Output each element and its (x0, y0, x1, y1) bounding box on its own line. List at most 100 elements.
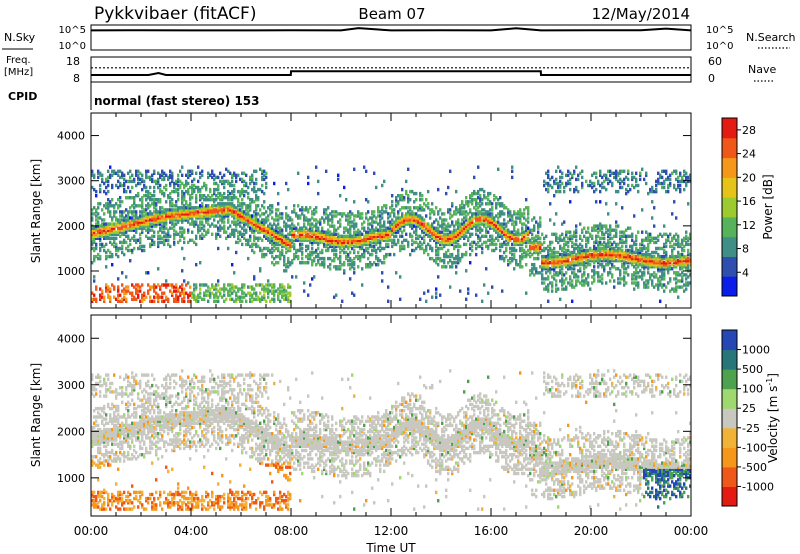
power-cell (93, 256, 96, 261)
power-cell (151, 194, 154, 198)
power-cell (105, 250, 108, 255)
power-cell (585, 179, 588, 184)
power-cell (387, 242, 390, 247)
power-cell (179, 185, 182, 190)
power-cell (177, 212, 180, 216)
power-cell (113, 285, 116, 289)
power-cell (195, 283, 198, 287)
power-cell (175, 200, 178, 204)
power-cell (159, 216, 162, 220)
power-cell (307, 181, 310, 186)
power-cell (481, 299, 484, 303)
power-cell (161, 226, 164, 230)
power-cell (157, 179, 160, 184)
power-cell (133, 210, 136, 214)
power-cell (93, 248, 96, 253)
power-cell (565, 271, 568, 275)
power-cell (281, 228, 284, 232)
power-cell (239, 238, 242, 242)
power-cell (437, 275, 440, 279)
power-cell (577, 189, 580, 194)
power-cell (159, 208, 162, 212)
power-cell (129, 169, 132, 173)
nave-tick-high: 60 (708, 55, 722, 68)
power-cell (171, 216, 174, 220)
power-cell (595, 187, 598, 192)
power-cell (163, 194, 166, 198)
power-cell (217, 279, 220, 283)
power-cell (575, 224, 578, 228)
power-cell (307, 261, 310, 265)
power-cell (107, 236, 110, 240)
power-cell (277, 191, 280, 196)
power-cell (515, 259, 518, 263)
power-cell (513, 252, 516, 257)
power-cell (183, 256, 186, 261)
power-cell (149, 177, 152, 182)
power-cell (173, 297, 176, 301)
power-cell (353, 267, 356, 271)
date-title: 12/May/2014 (592, 5, 690, 23)
power-cell (155, 224, 158, 228)
power-cell (141, 226, 144, 230)
power-cell (163, 171, 166, 175)
power-cell (259, 208, 262, 212)
power-cell (423, 208, 426, 212)
power-cell (357, 265, 360, 269)
power-cell (105, 185, 108, 190)
power-cell (277, 246, 280, 251)
power-cell (137, 285, 140, 289)
power-cell (111, 185, 114, 190)
power-cell (569, 187, 572, 192)
power-cell (571, 299, 574, 303)
power-cell (143, 297, 146, 301)
power-cell (175, 230, 178, 234)
power-cell (171, 202, 174, 206)
power-cell (155, 198, 158, 202)
power-cell (517, 228, 520, 232)
power-cell (165, 212, 168, 216)
power-cell (357, 250, 360, 255)
power-cell (135, 169, 138, 173)
power-cell (135, 204, 138, 208)
nsearch-label: N.Search (746, 31, 796, 44)
power-cell (131, 236, 134, 240)
power-cell (297, 171, 300, 175)
power-cell (195, 194, 198, 198)
power-cell (201, 169, 204, 173)
power-cell (155, 291, 158, 295)
power-cell (431, 295, 434, 299)
power-cell (109, 173, 112, 177)
power-cell (495, 242, 498, 247)
power-cell (159, 183, 162, 188)
power-cell (303, 222, 306, 226)
power-cell (627, 273, 630, 277)
power-cell (503, 212, 506, 216)
power-cell (183, 236, 186, 240)
power-cell (99, 173, 102, 177)
power-cell (137, 181, 140, 186)
power-cell (147, 206, 150, 210)
power-cell (115, 242, 118, 247)
power-cell (631, 171, 634, 175)
power-cell (171, 220, 174, 224)
power-cell (533, 263, 536, 267)
power-cell (583, 226, 586, 230)
power-cell (353, 271, 356, 275)
power-cell (135, 230, 138, 234)
power-cell (177, 210, 180, 214)
power-cell (541, 273, 544, 277)
power-cell (107, 287, 110, 291)
power-cell (145, 175, 148, 180)
power-cell (623, 181, 626, 186)
power-cell (235, 250, 238, 255)
power-cell (303, 281, 306, 285)
power-cell (427, 189, 430, 194)
power-cell (139, 232, 142, 236)
power-cell (141, 293, 144, 297)
power-cell (235, 179, 238, 184)
power-cell (165, 187, 168, 192)
power-cell (97, 234, 100, 238)
power-cell (127, 216, 130, 220)
power-cell (175, 181, 178, 186)
